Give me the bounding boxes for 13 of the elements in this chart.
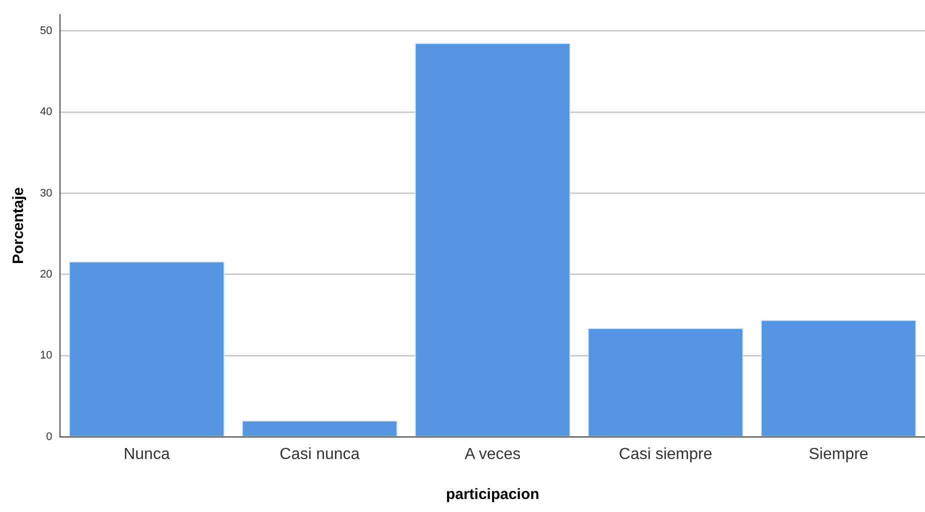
x-tick-label: Casi nunca xyxy=(280,446,360,463)
y-tick-label: 10 xyxy=(40,350,52,362)
y-tick-label: 0 xyxy=(46,430,52,443)
y-tick-label: 50 xyxy=(40,24,52,37)
y-tick-label: 30 xyxy=(40,187,52,200)
y-tick-label: 20 xyxy=(40,268,52,280)
x-axis-title: participacion xyxy=(446,486,540,504)
x-tick-label: Nunca xyxy=(124,446,170,463)
x-tick-label: Siempre xyxy=(808,446,868,463)
x-tick-label: Casi siempre xyxy=(618,446,712,463)
y-tick-label: 40 xyxy=(40,106,52,118)
x-tick-label: A veces xyxy=(464,446,521,463)
y-axis-title: Porcentaje xyxy=(10,187,28,264)
